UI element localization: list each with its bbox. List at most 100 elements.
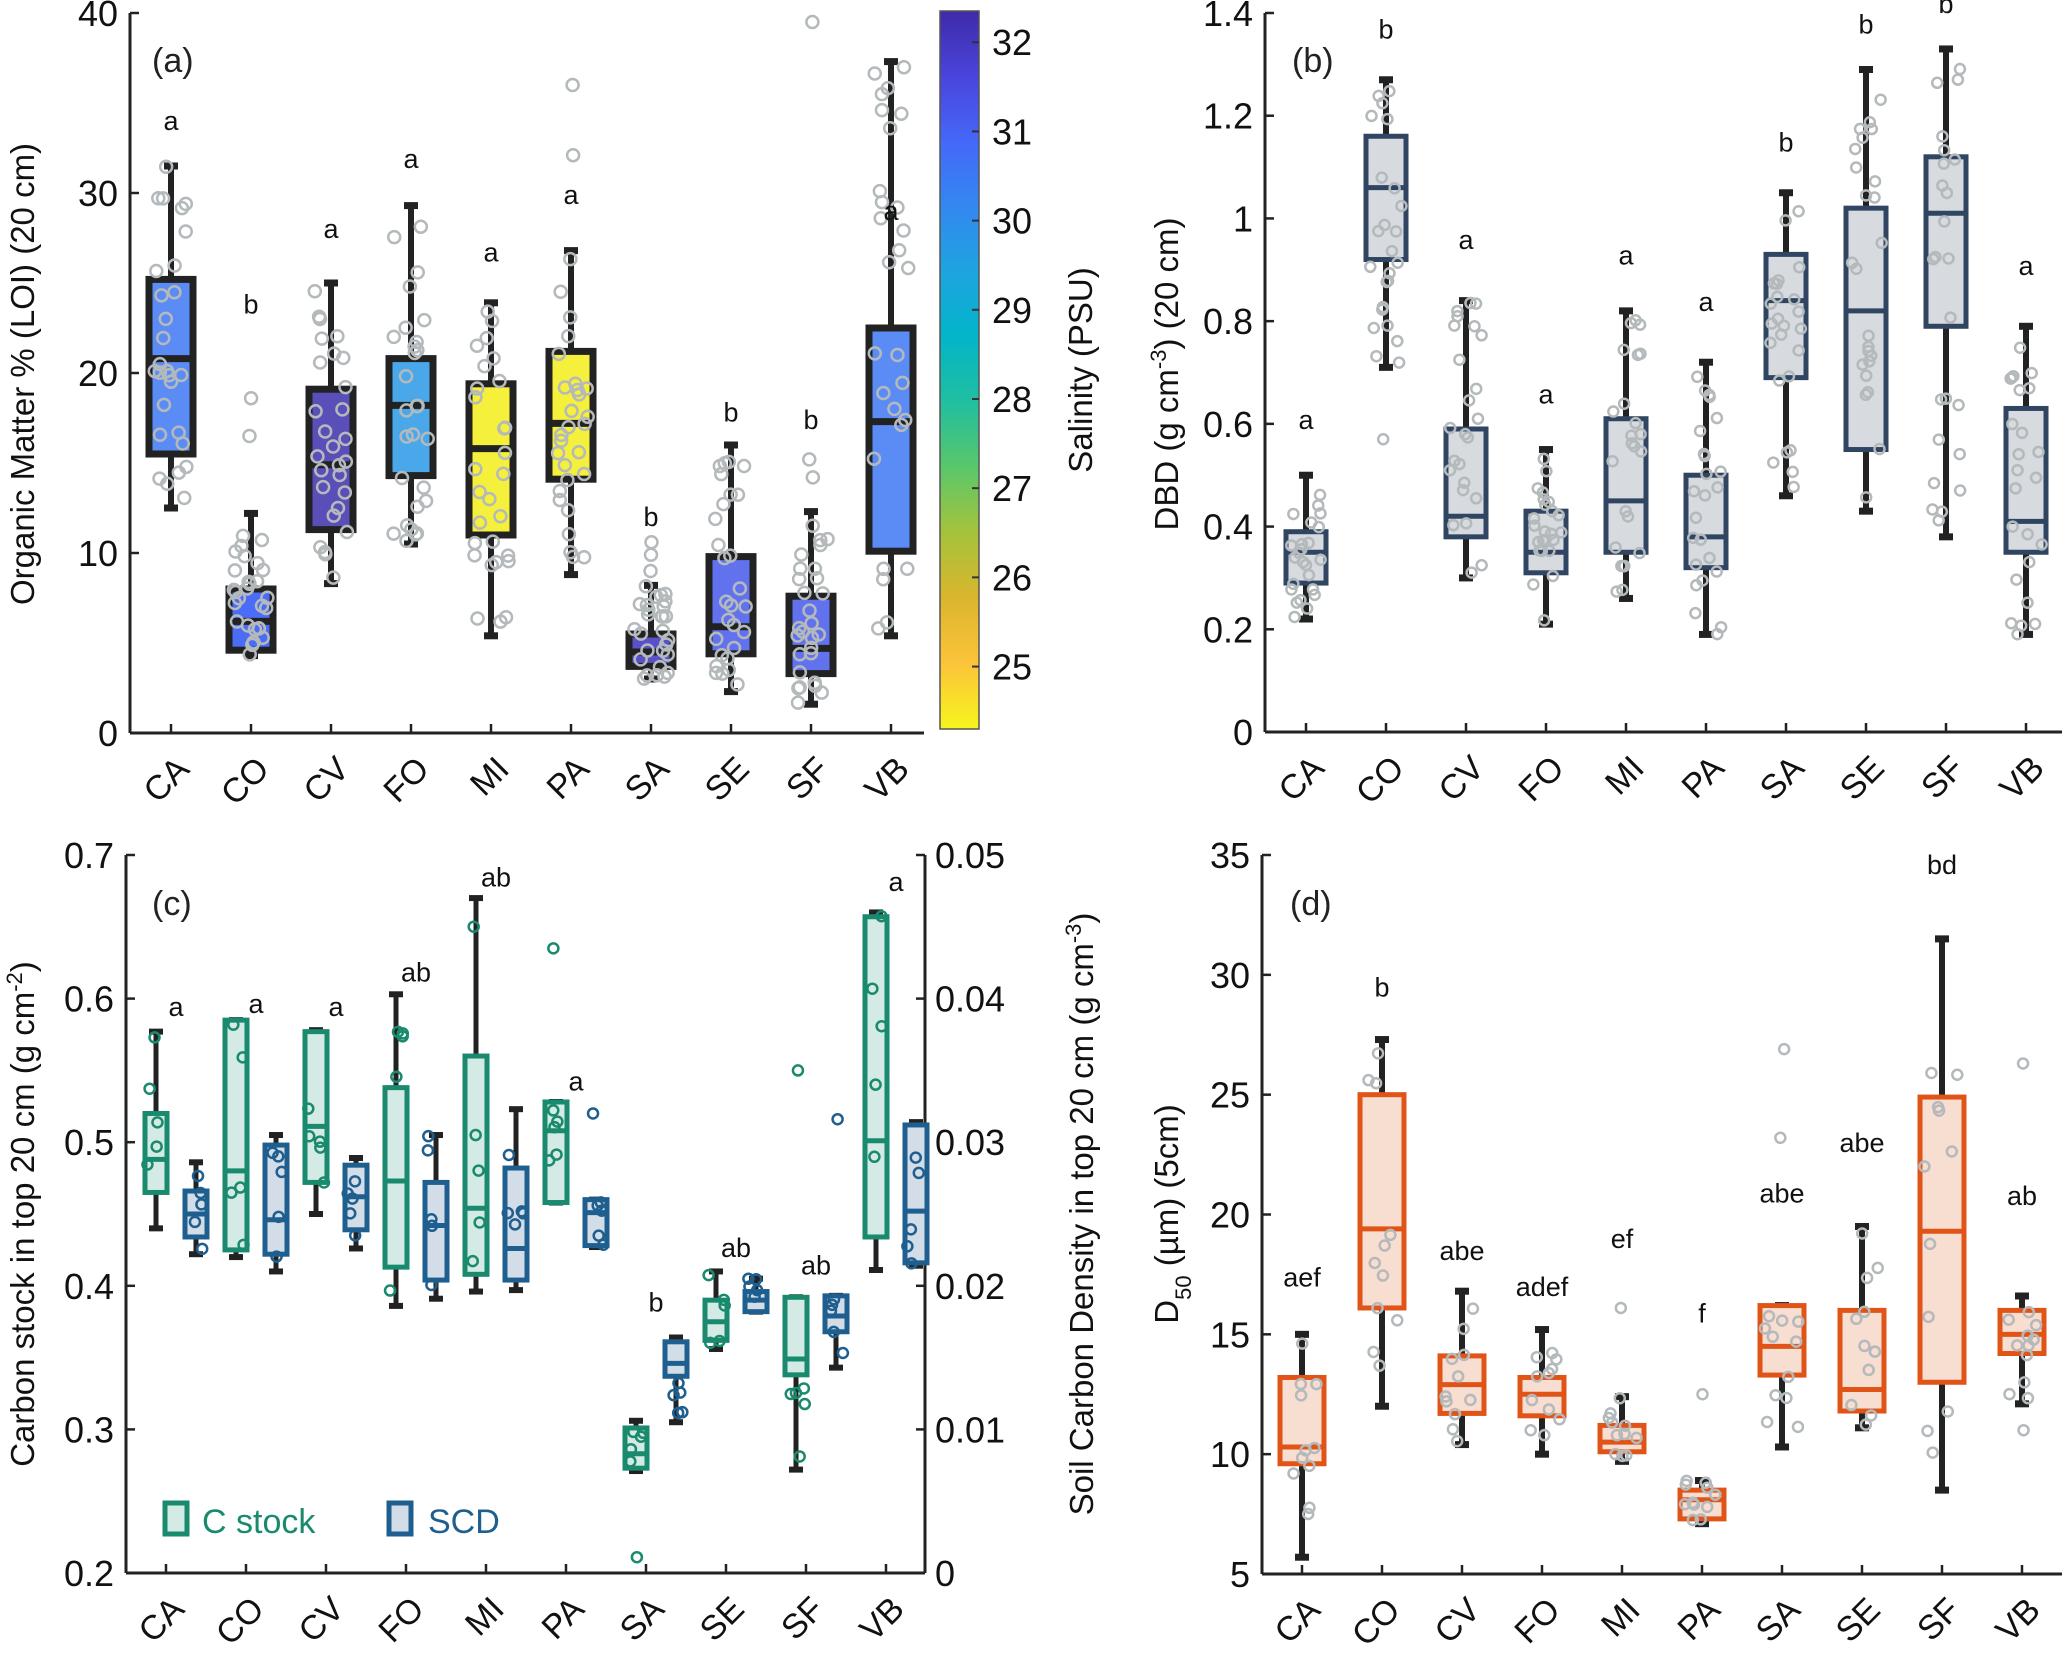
data-point [721, 454, 737, 470]
data-point [1453, 353, 1466, 367]
panel-b-box-sa [1763, 189, 1809, 500]
data-point [1610, 585, 1623, 598]
panel-d-y-tick-label: 15 [1210, 1314, 1250, 1355]
colorbar-tick-label: 32 [992, 22, 1032, 63]
data-point [152, 427, 168, 443]
data-point [314, 1141, 327, 1154]
data-point [887, 401, 902, 417]
data-point [1791, 1420, 1805, 1434]
data-point [151, 191, 166, 206]
panel-c-box-c-stock-vb [862, 909, 890, 1274]
data-point [235, 528, 251, 544]
data-point [560, 503, 576, 518]
data-point [1546, 569, 1560, 583]
colorbar-title: Salinity (PSU) [1062, 267, 1099, 472]
data-point [638, 578, 654, 594]
data-point [736, 624, 752, 640]
panel-a-x-tick-label-co: CO [214, 750, 277, 813]
data-point [2023, 555, 2036, 569]
colorbar-ticks: 25 26 27 28 29 30 31 32 [972, 22, 1032, 688]
data-point [469, 1128, 482, 1142]
data-point [1633, 318, 1647, 331]
data-point [1874, 93, 1887, 106]
panel-b-x-tick-label-sa: SA [1753, 749, 1812, 808]
colorbar-tick-label: 25 [992, 647, 1032, 688]
panel-c-y2-axis-title: Soil Carbon Density in top 20 cm (g cm-3… [1061, 913, 1101, 1516]
panel-d-x-tick-label-ca: CA [1267, 1591, 1327, 1651]
panel-b-significance-letter-se: b [1858, 10, 1873, 40]
data-point [1385, 244, 1399, 258]
panel-d-y-axis-title: D50 (µm) (5cm) [1148, 1104, 1196, 1323]
data-point [417, 312, 432, 328]
data-point [339, 524, 355, 540]
data-point [425, 1278, 438, 1292]
data-point [255, 562, 271, 578]
data-point [552, 492, 568, 508]
panel-c-x-tick-label-co: CO [209, 1590, 272, 1653]
data-point [1782, 1370, 1795, 1384]
data-point [1859, 1418, 1873, 1431]
panel-c-y2-tick-label: 0.01 [935, 1409, 1005, 1450]
panel-a-x-tick-label-se: SE [698, 750, 757, 809]
data-point [343, 1207, 357, 1220]
panel-b-dry-bulk-density: 0 0.2 0.4 0.6 0.8 1 1.2 1.4 CA CO CV FO MI PA SA SE SF VB… [1146, 0, 2062, 812]
data-point [875, 910, 888, 923]
data-point [1693, 424, 1707, 438]
data-point [234, 1181, 247, 1194]
data-point [141, 1158, 154, 1171]
data-point [1395, 199, 1408, 213]
box-iqr [782, 1294, 810, 1378]
data-point [633, 652, 648, 667]
data-point [326, 508, 342, 523]
data-point [239, 581, 255, 596]
data-point [149, 263, 164, 279]
data-point [649, 589, 664, 605]
panel-c-significance-letter-vb: a [888, 867, 904, 897]
data-point [314, 463, 329, 478]
data-point [1368, 1256, 1382, 1270]
data-point [312, 355, 328, 370]
panel-a-y-tick-label: 10 [78, 533, 118, 574]
data-point [191, 1169, 205, 1183]
data-point [1375, 171, 1389, 184]
panel-d-significance-letter-vb: ab [2007, 1181, 2037, 1211]
data-point [188, 1215, 202, 1229]
box-iqr [1757, 1303, 1807, 1378]
panel-c-y-tick-label: 0.6 [64, 979, 114, 1020]
data-point [875, 1019, 888, 1033]
data-point [2032, 445, 2045, 459]
data-point [1469, 297, 1483, 310]
outlier-point [643, 563, 658, 579]
data-point [1451, 1370, 1465, 1383]
legend-swatch-scd [386, 1500, 414, 1537]
data-point [332, 467, 347, 483]
panel-a-x-tick-label-vb: VB [858, 750, 917, 809]
data-point [1868, 1345, 1882, 1358]
panel-a-y-axis-title: Organic Matter % (LOI) (20 cm) [4, 143, 41, 605]
data-point [896, 59, 912, 75]
data-point [866, 982, 879, 995]
outlier-point [1774, 1131, 1787, 1145]
data-point [1698, 489, 1712, 502]
data-point [909, 1151, 922, 1164]
data-point [315, 479, 331, 495]
panel-b-significance-letter-ca: a [1298, 405, 1314, 435]
panel-b-box-ca [1283, 471, 1329, 624]
panel-c-box-c-stock-co [222, 1017, 250, 1261]
data-point [1784, 444, 1797, 457]
data-point [827, 1325, 841, 1339]
data-point [1694, 1513, 1707, 1526]
data-point [1303, 1501, 1316, 1515]
data-point [1944, 311, 1957, 324]
data-point [1760, 1415, 1774, 1429]
panel-c-x-tick-label-ca: CA [131, 1590, 191, 1650]
data-point [1932, 433, 1946, 446]
data-point [1527, 578, 1540, 591]
data-point [383, 1284, 397, 1297]
data-point [553, 433, 569, 449]
panel-c-ylabel-sup: -2 [2, 972, 27, 992]
panel-b-y-tick-label: 0.4 [1203, 507, 1253, 548]
data-point [2018, 1376, 2031, 1389]
data-point [1845, 256, 1859, 270]
data-point [1470, 382, 1483, 396]
